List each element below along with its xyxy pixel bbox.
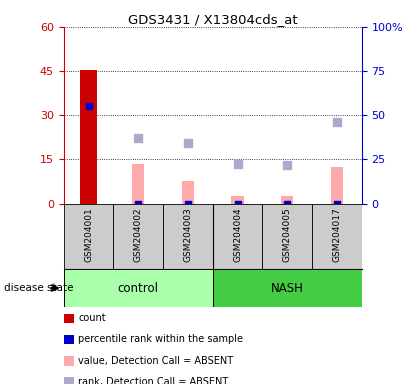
Point [284, 200, 291, 207]
Text: rank, Detection Call = ABSENT: rank, Detection Call = ABSENT [78, 377, 229, 384]
Point [234, 161, 241, 167]
Text: control: control [118, 281, 159, 295]
Title: GDS3431 / X13804cds_at: GDS3431 / X13804cds_at [128, 13, 298, 26]
Text: GSM204001: GSM204001 [84, 207, 93, 262]
Text: GSM204005: GSM204005 [283, 207, 292, 262]
Text: value, Detection Call = ABSENT: value, Detection Call = ABSENT [78, 356, 233, 366]
Point [334, 200, 340, 207]
Bar [113, 204, 163, 269]
Point [185, 141, 191, 147]
Text: NASH: NASH [271, 281, 304, 295]
Text: disease state: disease state [4, 283, 74, 293]
Bar [262, 204, 312, 269]
Text: count: count [78, 313, 106, 323]
Bar [182, 182, 194, 204]
Bar [330, 167, 343, 204]
Text: percentile rank within the sample: percentile rank within the sample [78, 334, 243, 344]
Text: GSM204004: GSM204004 [233, 207, 242, 262]
Bar [163, 204, 213, 269]
Point [284, 162, 291, 168]
Bar [64, 204, 113, 269]
Bar [132, 164, 144, 204]
Bar [213, 269, 362, 307]
Bar [281, 196, 293, 204]
Point [85, 103, 92, 109]
Text: GSM204002: GSM204002 [134, 207, 143, 262]
Text: GSM204017: GSM204017 [332, 207, 342, 262]
Bar [213, 204, 262, 269]
Bar [231, 196, 244, 204]
Point [135, 135, 141, 141]
Point [135, 200, 141, 207]
Text: GSM204003: GSM204003 [183, 207, 192, 262]
Bar [312, 204, 362, 269]
Point [234, 200, 241, 207]
Point [334, 119, 340, 125]
Bar [80, 70, 97, 204]
Bar [64, 269, 213, 307]
Point [185, 200, 191, 207]
Point [85, 200, 92, 207]
